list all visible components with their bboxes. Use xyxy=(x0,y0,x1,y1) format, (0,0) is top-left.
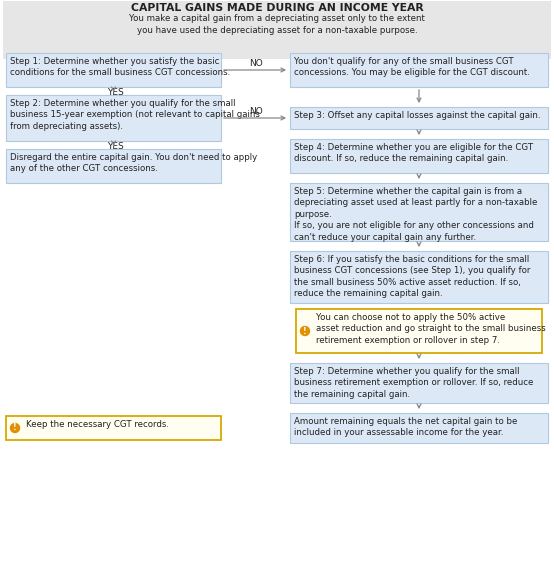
Text: Step 7: Determine whether you qualify for the small
business retirement exemptio: Step 7: Determine whether you qualify fo… xyxy=(294,367,534,399)
Text: YES: YES xyxy=(107,142,124,151)
Text: YES: YES xyxy=(107,88,124,97)
FancyBboxPatch shape xyxy=(3,1,551,59)
Text: Step 2: Determine whether you qualify for the small
business 15-year exemption (: Step 2: Determine whether you qualify fo… xyxy=(10,99,260,131)
Text: You make a capital gain from a depreciating asset only to the extent
you have us: You make a capital gain from a depreciat… xyxy=(129,14,425,35)
FancyBboxPatch shape xyxy=(6,149,221,183)
Text: Step 4: Determine whether you are eligible for the CGT
discount. If so, reduce t: Step 4: Determine whether you are eligib… xyxy=(294,143,533,163)
Text: Amount remaining equals the net capital gain to be
included in your assessable i: Amount remaining equals the net capital … xyxy=(294,417,517,438)
FancyBboxPatch shape xyxy=(290,183,548,241)
FancyBboxPatch shape xyxy=(6,95,221,141)
FancyBboxPatch shape xyxy=(290,251,548,303)
FancyBboxPatch shape xyxy=(6,416,221,440)
FancyBboxPatch shape xyxy=(290,139,548,173)
FancyBboxPatch shape xyxy=(6,53,221,87)
Text: Step 5: Determine whether the capital gain is from a
depreciating asset used at : Step 5: Determine whether the capital ga… xyxy=(294,187,537,242)
Text: CAPITAL GAINS MADE DURING AN INCOME YEAR: CAPITAL GAINS MADE DURING AN INCOME YEAR xyxy=(131,3,423,13)
Text: NO: NO xyxy=(249,107,263,116)
FancyBboxPatch shape xyxy=(290,363,548,403)
Text: Step 3: Offset any capital losses against the capital gain.: Step 3: Offset any capital losses agains… xyxy=(294,111,541,120)
Text: Keep the necessary CGT records.: Keep the necessary CGT records. xyxy=(26,420,169,429)
Text: You don't qualify for any of the small business CGT
concessions. You may be elig: You don't qualify for any of the small b… xyxy=(294,57,530,77)
Text: Step 1: Determine whether you satisfy the basic
conditions for the small busines: Step 1: Determine whether you satisfy th… xyxy=(10,57,230,77)
Circle shape xyxy=(300,326,310,336)
Text: !: ! xyxy=(303,326,307,336)
FancyBboxPatch shape xyxy=(290,53,548,87)
FancyBboxPatch shape xyxy=(296,309,542,353)
Circle shape xyxy=(11,424,19,432)
Text: Disregard the entire capital gain. You don't need to apply
any of the other CGT : Disregard the entire capital gain. You d… xyxy=(10,153,257,173)
Text: Step 6: If you satisfy the basic conditions for the small
business CGT concessio: Step 6: If you satisfy the basic conditi… xyxy=(294,255,530,298)
Text: You can choose not to apply the 50% active
asset reduction and go straight to th: You can choose not to apply the 50% acti… xyxy=(316,313,546,345)
FancyBboxPatch shape xyxy=(290,413,548,443)
Text: !: ! xyxy=(13,424,17,432)
FancyBboxPatch shape xyxy=(290,107,548,129)
Text: NO: NO xyxy=(249,59,263,68)
